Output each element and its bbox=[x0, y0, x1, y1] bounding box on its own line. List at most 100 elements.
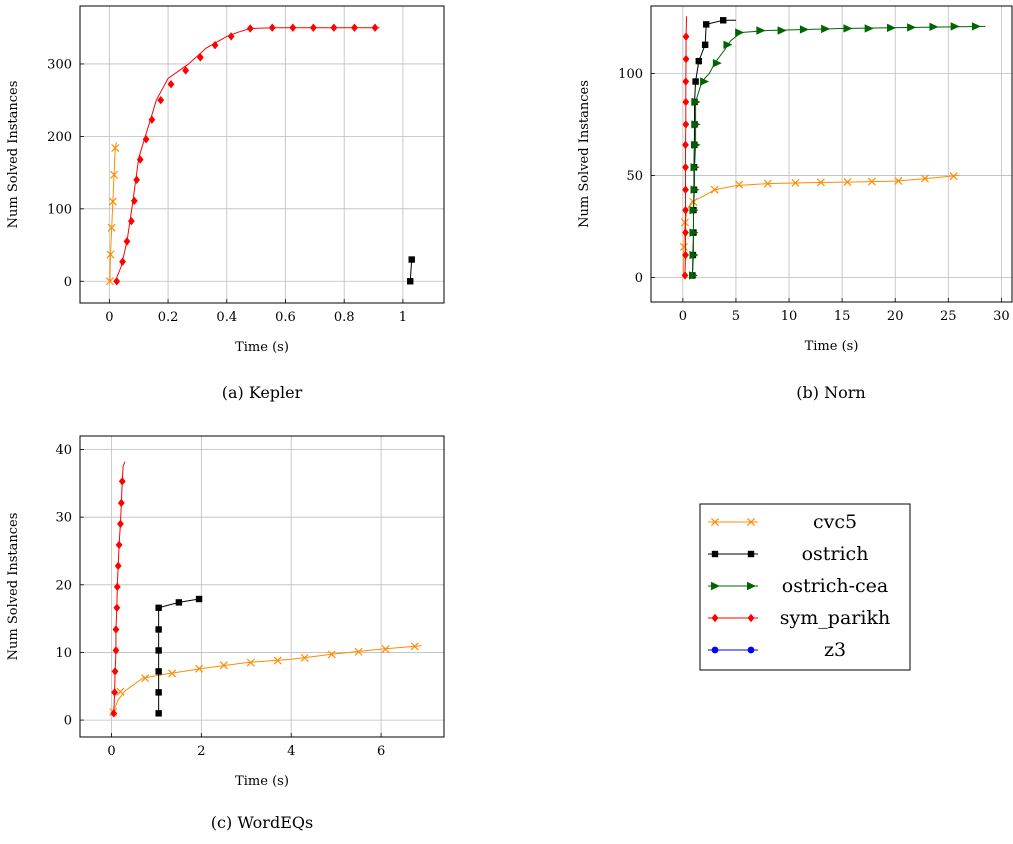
x-tick-label: 5 bbox=[732, 309, 740, 324]
data-point-cvc5 bbox=[410, 642, 419, 651]
data-point-ostrich-cea bbox=[799, 25, 809, 34]
x-tick-label: 0.8 bbox=[334, 310, 355, 325]
legend-entry-cvc5: cvc5 bbox=[708, 511, 857, 533]
data-point-sym-parikh bbox=[118, 477, 126, 486]
x-tick-label: 6 bbox=[377, 744, 385, 759]
legend-label: ostrich bbox=[802, 543, 869, 565]
data-point-ostrich-cea bbox=[712, 58, 722, 68]
data-point-ostrich-cea bbox=[700, 77, 710, 86]
data-point-ostrich bbox=[692, 78, 699, 85]
x-tick-label: 0.6 bbox=[275, 310, 296, 325]
data-point-sym-parikh bbox=[227, 32, 235, 41]
data-point-cvc5 bbox=[273, 656, 282, 665]
chart-kepler: 0 0.2 0.4 0.6 0.8 1 0 100 200 300 Time (s) Num Solv… bbox=[6, 5, 445, 402]
series-sym-parikh bbox=[110, 461, 126, 718]
data-point-ostrich-cea bbox=[929, 22, 939, 32]
data-point-ostrich-cea bbox=[688, 271, 698, 280]
data-point-cvc5 bbox=[327, 650, 336, 659]
data-point-cvc5 bbox=[354, 647, 363, 656]
series-line-cvc5 bbox=[109, 142, 117, 282]
data-point-sym-parikh bbox=[136, 155, 144, 164]
data-point-sym-parikh bbox=[246, 24, 254, 33]
legend-label: sym_parikh bbox=[780, 607, 890, 629]
series-sym-parikh bbox=[681, 16, 690, 280]
data-point-ostrich-cea bbox=[689, 228, 699, 237]
legend-label: cvc5 bbox=[813, 511, 857, 533]
data-point-cvc5 bbox=[920, 174, 929, 183]
data-point-cvc5 bbox=[680, 218, 690, 227]
data-point-ostrich-cea bbox=[777, 26, 787, 35]
data-point-sym-parikh bbox=[682, 228, 689, 237]
data-point-sym-parikh bbox=[119, 257, 126, 266]
x-axis-label: Time (s) bbox=[805, 339, 859, 354]
data-point-sym-parikh bbox=[351, 23, 358, 32]
y-tick-label: 40 bbox=[55, 443, 72, 458]
data-point-ostrich-cea bbox=[689, 205, 699, 215]
data-point-sym-parikh bbox=[681, 271, 689, 280]
data-point-sym-parikh bbox=[309, 23, 317, 32]
data-point-ostrich bbox=[720, 17, 727, 24]
data-point-cvc5 bbox=[816, 178, 825, 187]
data-point-sym-parikh bbox=[268, 23, 276, 32]
legend-box bbox=[699, 503, 911, 671]
x-tick-label: 0 bbox=[679, 309, 687, 324]
data-point-cvc5 bbox=[679, 242, 688, 251]
data-point-cvc5 bbox=[710, 185, 719, 194]
x-tick-label: 20 bbox=[887, 309, 904, 324]
data-point-sym-parikh bbox=[682, 140, 689, 150]
legend-marker bbox=[710, 517, 720, 527]
data-point-ostrich bbox=[155, 668, 162, 675]
data-point-sym-parikh bbox=[167, 80, 175, 89]
legend-entry-ostrich-cea: ostrich-cea bbox=[708, 575, 888, 597]
data-point-ostrich-cea bbox=[689, 250, 699, 260]
series-line-ostrich bbox=[158, 598, 200, 714]
data-point-sym-parikh bbox=[111, 688, 119, 697]
data-point-sym-parikh bbox=[110, 709, 118, 718]
data-point-ostrich-cea bbox=[821, 24, 831, 34]
x-tick-label: 30 bbox=[993, 309, 1010, 324]
data-point-sym-parikh bbox=[682, 163, 689, 172]
plot-frame bbox=[79, 435, 445, 738]
data-point-ostrich bbox=[408, 256, 415, 263]
data-point-sym-parikh bbox=[682, 120, 690, 129]
plot-frame bbox=[79, 5, 445, 304]
series-ostrich bbox=[155, 595, 203, 717]
legend-entry-ostrich: ostrich bbox=[708, 543, 868, 565]
legend-marker bbox=[747, 550, 755, 558]
data-point-sym-parikh bbox=[117, 519, 124, 529]
data-point-ostrich-cea bbox=[756, 26, 766, 35]
data-point-ostrich bbox=[701, 41, 709, 48]
data-point-ostrich bbox=[155, 604, 162, 612]
series-sym-parikh bbox=[113, 23, 380, 286]
data-point-sym-parikh bbox=[157, 95, 165, 105]
legend-entry-z3: z3 bbox=[708, 639, 846, 661]
data-point-sym-parikh bbox=[330, 23, 338, 32]
plot-frame bbox=[650, 5, 1013, 303]
data-point-cvc5 bbox=[894, 176, 903, 185]
data-point-cvc5 bbox=[168, 669, 177, 678]
series-cvc5 bbox=[105, 142, 120, 286]
data-point-cvc5 bbox=[141, 674, 150, 683]
x-tick-label: 25 bbox=[940, 309, 957, 324]
chart-caption: (a) Kepler bbox=[222, 383, 303, 402]
data-point-sym-parikh bbox=[112, 625, 120, 634]
data-point-ostrich-cea bbox=[691, 120, 701, 129]
data-point-sym-parikh bbox=[682, 54, 690, 64]
data-point-ostrich-cea bbox=[907, 23, 917, 32]
series-cvc5 bbox=[679, 172, 959, 278]
series-line-sym-parikh bbox=[114, 27, 380, 282]
data-point-cvc5 bbox=[108, 197, 117, 206]
chart-caption: (b) Norn bbox=[796, 383, 865, 402]
data-point-cvc5 bbox=[949, 172, 958, 181]
x-tick-label: 0.4 bbox=[216, 310, 237, 325]
data-point-sym-parikh bbox=[117, 498, 125, 508]
legend: cvc5 ostrich ostrich-cea sym_parikh z3 bbox=[699, 503, 911, 671]
series-line-ostrich bbox=[409, 259, 413, 282]
y-axis-label: Num Solved Instances bbox=[6, 81, 21, 229]
x-tick-label: 0 bbox=[107, 744, 115, 759]
data-point-ostrich-cea bbox=[723, 40, 733, 49]
data-point-sym-parikh bbox=[130, 196, 138, 206]
data-point-ostrich-cea bbox=[843, 24, 853, 33]
series-cvc5 bbox=[109, 642, 422, 716]
data-point-sym-parikh bbox=[111, 667, 119, 676]
